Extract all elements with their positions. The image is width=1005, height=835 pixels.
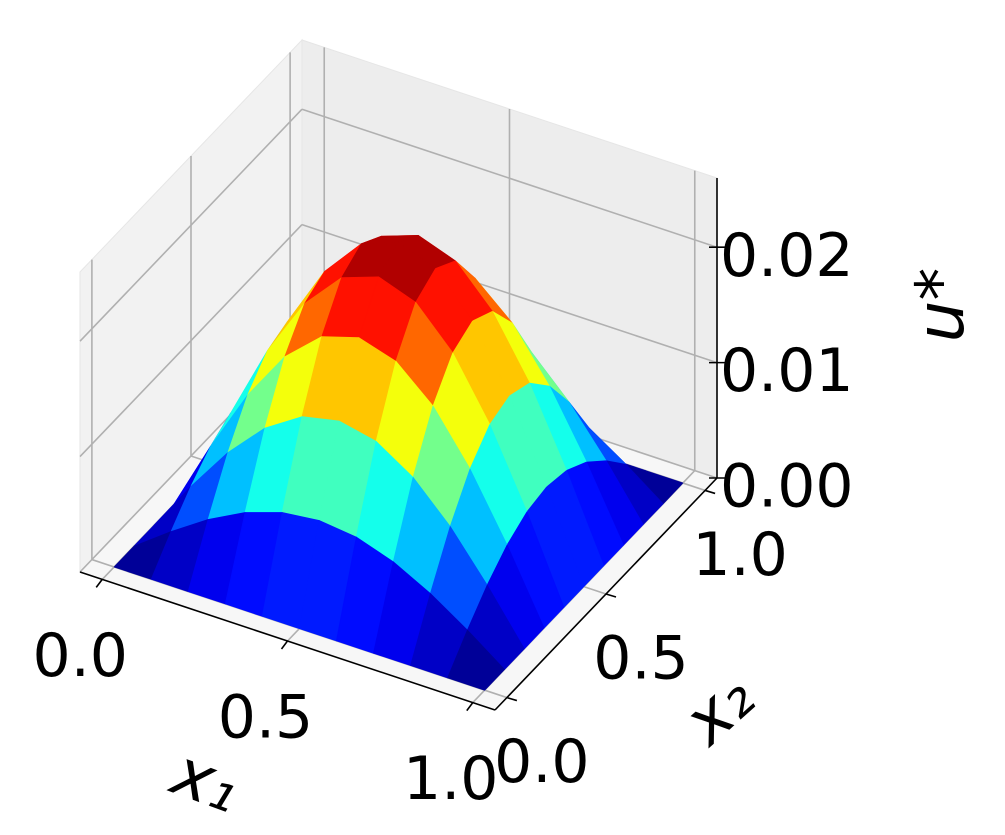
x1-tick (466, 702, 474, 712)
axis-line (79, 571, 496, 711)
z-tick-label: 0.01 (720, 336, 854, 406)
x2-tick-label: 0.0 (494, 727, 589, 797)
surface-patch (447, 629, 505, 691)
x2-tick (704, 489, 716, 495)
z-tick-label: 0.02 (720, 221, 854, 291)
z-tick-label: 0.00 (720, 452, 854, 522)
axes: 0.00.51.00.00.51.00.000.010.02 (33, 178, 854, 814)
x1-tick-label: 0.5 (218, 683, 313, 753)
x1-tick-label: 0.0 (33, 621, 128, 691)
x1-tick (280, 640, 289, 650)
x2-tick (506, 696, 518, 702)
x2-tick-label: 0.5 (593, 624, 688, 694)
grid-line (79, 108, 303, 342)
z-axis-label: u* (902, 268, 979, 343)
x2-tick (605, 593, 617, 598)
grid-line (301, 108, 718, 248)
x1-tick (95, 578, 103, 588)
axis-line (494, 477, 718, 711)
grid-line (79, 224, 303, 458)
x1-tick-label: 1.0 (403, 744, 498, 814)
x2-tick-label: 1.0 (692, 520, 787, 590)
surface (113, 234, 684, 691)
